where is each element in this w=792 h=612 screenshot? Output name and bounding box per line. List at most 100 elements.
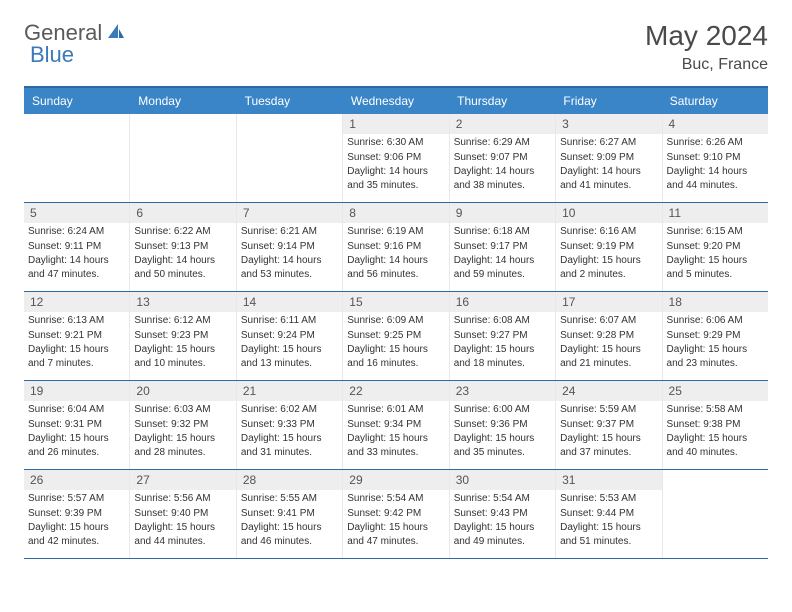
weekday-header: Sunday xyxy=(24,88,130,114)
day-number: 24 xyxy=(556,381,661,401)
sunset-text: Sunset: 9:23 PM xyxy=(134,329,231,343)
daylight-text: Daylight: 15 hours and 16 minutes. xyxy=(347,343,444,370)
day-cell xyxy=(24,114,130,202)
day-cell: 1Sunrise: 6:30 AMSunset: 9:06 PMDaylight… xyxy=(343,114,449,202)
sunrise-text: Sunrise: 6:15 AM xyxy=(667,225,764,239)
daylight-text: Daylight: 15 hours and 35 minutes. xyxy=(454,432,551,459)
daylight-text: Daylight: 15 hours and 40 minutes. xyxy=(667,432,764,459)
day-number: 10 xyxy=(556,203,661,223)
day-body: Sunrise: 5:54 AMSunset: 9:43 PMDaylight:… xyxy=(450,490,555,551)
sunrise-text: Sunrise: 6:26 AM xyxy=(667,136,764,150)
month-title: May 2024 xyxy=(645,20,768,52)
sunrise-text: Sunrise: 6:12 AM xyxy=(134,314,231,328)
daylight-text: Daylight: 14 hours and 35 minutes. xyxy=(347,165,444,192)
sunset-text: Sunset: 9:13 PM xyxy=(134,240,231,254)
day-number: 21 xyxy=(237,381,342,401)
calendar: Sunday Monday Tuesday Wednesday Thursday… xyxy=(24,86,768,559)
day-cell xyxy=(130,114,236,202)
day-number: 14 xyxy=(237,292,342,312)
sunset-text: Sunset: 9:09 PM xyxy=(560,151,657,165)
sunset-text: Sunset: 9:27 PM xyxy=(454,329,551,343)
sunrise-text: Sunrise: 6:01 AM xyxy=(347,403,444,417)
sunrise-text: Sunrise: 6:21 AM xyxy=(241,225,338,239)
day-body: Sunrise: 6:03 AMSunset: 9:32 PMDaylight:… xyxy=(130,401,235,462)
daylight-text: Daylight: 15 hours and 5 minutes. xyxy=(667,254,764,281)
day-cell: 13Sunrise: 6:12 AMSunset: 9:23 PMDayligh… xyxy=(130,292,236,380)
sunset-text: Sunset: 9:31 PM xyxy=(28,418,125,432)
day-body: Sunrise: 5:59 AMSunset: 9:37 PMDaylight:… xyxy=(556,401,661,462)
day-number: 6 xyxy=(130,203,235,223)
sunset-text: Sunset: 9:44 PM xyxy=(560,507,657,521)
day-body: Sunrise: 5:58 AMSunset: 9:38 PMDaylight:… xyxy=(663,401,768,462)
week-row: 19Sunrise: 6:04 AMSunset: 9:31 PMDayligh… xyxy=(24,381,768,470)
sunset-text: Sunset: 9:34 PM xyxy=(347,418,444,432)
sunrise-text: Sunrise: 6:03 AM xyxy=(134,403,231,417)
day-cell: 4Sunrise: 6:26 AMSunset: 9:10 PMDaylight… xyxy=(663,114,768,202)
day-cell: 29Sunrise: 5:54 AMSunset: 9:42 PMDayligh… xyxy=(343,470,449,558)
day-number: 7 xyxy=(237,203,342,223)
sunset-text: Sunset: 9:06 PM xyxy=(347,151,444,165)
sunset-text: Sunset: 9:41 PM xyxy=(241,507,338,521)
day-number: 2 xyxy=(450,114,555,134)
daylight-text: Daylight: 15 hours and 42 minutes. xyxy=(28,521,125,548)
day-cell: 15Sunrise: 6:09 AMSunset: 9:25 PMDayligh… xyxy=(343,292,449,380)
sunrise-text: Sunrise: 5:54 AM xyxy=(454,492,551,506)
day-body: Sunrise: 6:04 AMSunset: 9:31 PMDaylight:… xyxy=(24,401,129,462)
day-cell: 8Sunrise: 6:19 AMSunset: 9:16 PMDaylight… xyxy=(343,203,449,291)
day-body: Sunrise: 5:55 AMSunset: 9:41 PMDaylight:… xyxy=(237,490,342,551)
day-body: Sunrise: 6:22 AMSunset: 9:13 PMDaylight:… xyxy=(130,223,235,284)
sunset-text: Sunset: 9:19 PM xyxy=(560,240,657,254)
day-number: 4 xyxy=(663,114,768,134)
sunset-text: Sunset: 9:39 PM xyxy=(28,507,125,521)
day-number: 17 xyxy=(556,292,661,312)
day-number: 18 xyxy=(663,292,768,312)
day-number: 23 xyxy=(450,381,555,401)
weekday-header: Monday xyxy=(130,88,236,114)
day-body: Sunrise: 6:26 AMSunset: 9:10 PMDaylight:… xyxy=(663,134,768,195)
day-number: 30 xyxy=(450,470,555,490)
weekday-header: Wednesday xyxy=(343,88,449,114)
sunset-text: Sunset: 9:21 PM xyxy=(28,329,125,343)
daylight-text: Daylight: 14 hours and 47 minutes. xyxy=(28,254,125,281)
day-number: 29 xyxy=(343,470,448,490)
sunset-text: Sunset: 9:16 PM xyxy=(347,240,444,254)
weekday-header-row: Sunday Monday Tuesday Wednesday Thursday… xyxy=(24,88,768,114)
day-cell: 2Sunrise: 6:29 AMSunset: 9:07 PMDaylight… xyxy=(450,114,556,202)
sunrise-text: Sunrise: 6:06 AM xyxy=(667,314,764,328)
daylight-text: Daylight: 15 hours and 47 minutes. xyxy=(347,521,444,548)
sunset-text: Sunset: 9:37 PM xyxy=(560,418,657,432)
day-cell xyxy=(663,470,768,558)
day-cell: 12Sunrise: 6:13 AMSunset: 9:21 PMDayligh… xyxy=(24,292,130,380)
sunrise-text: Sunrise: 5:57 AM xyxy=(28,492,125,506)
sunset-text: Sunset: 9:11 PM xyxy=(28,240,125,254)
logo-sail-icon xyxy=(106,22,126,45)
day-number: 16 xyxy=(450,292,555,312)
day-number: 25 xyxy=(663,381,768,401)
day-cell xyxy=(237,114,343,202)
logo-blue-text: Blue xyxy=(30,42,74,68)
daylight-text: Daylight: 14 hours and 56 minutes. xyxy=(347,254,444,281)
daylight-text: Daylight: 15 hours and 21 minutes. xyxy=(560,343,657,370)
day-body: Sunrise: 6:27 AMSunset: 9:09 PMDaylight:… xyxy=(556,134,661,195)
day-body: Sunrise: 6:16 AMSunset: 9:19 PMDaylight:… xyxy=(556,223,661,284)
week-row: 26Sunrise: 5:57 AMSunset: 9:39 PMDayligh… xyxy=(24,470,768,559)
day-body: Sunrise: 6:18 AMSunset: 9:17 PMDaylight:… xyxy=(450,223,555,284)
location: Buc, France xyxy=(645,56,768,74)
daylight-text: Daylight: 15 hours and 13 minutes. xyxy=(241,343,338,370)
day-cell: 16Sunrise: 6:08 AMSunset: 9:27 PMDayligh… xyxy=(450,292,556,380)
daylight-text: Daylight: 14 hours and 53 minutes. xyxy=(241,254,338,281)
daylight-text: Daylight: 15 hours and 44 minutes. xyxy=(134,521,231,548)
daylight-text: Daylight: 15 hours and 28 minutes. xyxy=(134,432,231,459)
sunrise-text: Sunrise: 6:18 AM xyxy=(454,225,551,239)
day-body: Sunrise: 5:57 AMSunset: 9:39 PMDaylight:… xyxy=(24,490,129,551)
sunrise-text: Sunrise: 6:16 AM xyxy=(560,225,657,239)
daylight-text: Daylight: 15 hours and 18 minutes. xyxy=(454,343,551,370)
day-cell: 20Sunrise: 6:03 AMSunset: 9:32 PMDayligh… xyxy=(130,381,236,469)
day-body: Sunrise: 5:54 AMSunset: 9:42 PMDaylight:… xyxy=(343,490,448,551)
calendar-body: 1Sunrise: 6:30 AMSunset: 9:06 PMDaylight… xyxy=(24,114,768,559)
sunrise-text: Sunrise: 6:02 AM xyxy=(241,403,338,417)
sunrise-text: Sunrise: 5:55 AM xyxy=(241,492,338,506)
day-number: 11 xyxy=(663,203,768,223)
sunset-text: Sunset: 9:24 PM xyxy=(241,329,338,343)
weekday-header: Friday xyxy=(555,88,661,114)
